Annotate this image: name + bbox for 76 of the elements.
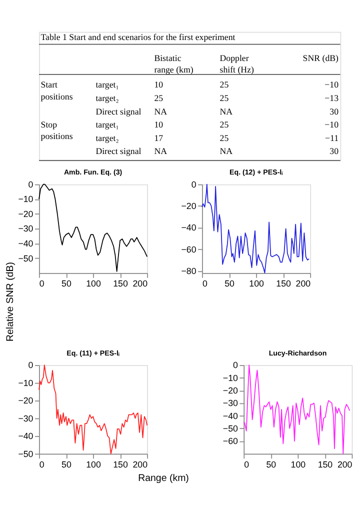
- x-tick-label: 100: [249, 278, 264, 289]
- x-tick-label: 150: [276, 278, 292, 289]
- text: target₁: [96, 80, 119, 90]
- text: target₂: [96, 132, 119, 143]
- text: Direct signal: [96, 106, 142, 116]
- x-tick-label: 0: [39, 459, 44, 470]
- text: 30: [330, 146, 340, 156]
- text: Bistatic range (km): [154, 53, 194, 75]
- y-tick-label: 0: [28, 360, 34, 370]
- text: Start positions: [40, 80, 74, 102]
- y-tick-label: −30: [222, 398, 238, 408]
- x-tick-label: 200: [132, 278, 148, 289]
- text: −10: [324, 120, 340, 130]
- y-tick-label: −50: [222, 424, 238, 434]
- y-tick-label: −20: [18, 208, 34, 219]
- y-tick-label: −10: [18, 378, 34, 388]
- y-tick-label: −10: [18, 194, 34, 204]
- text: 10: [154, 80, 164, 90]
- text: 25: [220, 80, 230, 90]
- y-tick-label: −30: [18, 224, 34, 234]
- y-tick-label: −80: [181, 266, 196, 276]
- text: Doppler shift (Hz): [220, 53, 254, 75]
- text: NA: [154, 146, 168, 156]
- text: NA: [154, 106, 168, 116]
- y-tick-label: −20: [222, 386, 238, 396]
- text: Table 1 Start and end scenarios for the first experiment: [40, 32, 236, 42]
- x-tick-label: 150: [113, 278, 128, 289]
- y-tick-label: −60: [181, 244, 196, 254]
- x-axis-title: Range (km): [138, 472, 189, 484]
- text: 25: [220, 120, 230, 130]
- x-tick-label: 100: [86, 278, 101, 289]
- text: 17: [154, 132, 164, 143]
- y-tick-label: −40: [181, 222, 196, 233]
- y-tick-label: −50: [18, 253, 34, 264]
- text: Stop positions: [40, 120, 74, 142]
- y-tick-label: −40: [222, 410, 238, 421]
- text: Direct signal: [96, 146, 142, 156]
- text: target₁: [96, 120, 119, 130]
- x-tick-label: 50: [62, 459, 72, 470]
- text: 25: [220, 132, 230, 143]
- text: −10: [324, 80, 340, 90]
- y-tick-label: 0: [28, 179, 34, 190]
- y-tick-label: −40: [18, 431, 34, 442]
- x-tick-label: 150: [113, 459, 128, 470]
- x-tick-label: 150: [318, 459, 333, 470]
- x-tick-label: 100: [290, 459, 306, 470]
- text: 25: [220, 93, 230, 104]
- x-tick-label: 50: [62, 278, 72, 289]
- text: 10: [154, 120, 164, 130]
- text: NA: [220, 146, 234, 156]
- x-tick-label: 200: [296, 278, 311, 289]
- x-tick-label: 200: [337, 459, 352, 470]
- x-tick-label: 0: [244, 459, 250, 470]
- y-tick-label: −60: [222, 436, 238, 446]
- y-tick-label: −20: [18, 396, 34, 406]
- y-tick-label: −20: [181, 201, 196, 212]
- x-tick-label: 50: [224, 278, 235, 289]
- y-tick-label: −50: [18, 448, 34, 459]
- y-tick-label: 0: [232, 360, 238, 370]
- y-tick-label: −30: [18, 413, 34, 424]
- text: 30: [330, 106, 340, 116]
- y-tick-label: −40: [18, 238, 34, 249]
- text: −13: [324, 93, 340, 104]
- text: SNR (dB): [302, 53, 339, 64]
- y-axis-title: Relative SNR (dB): [4, 262, 16, 342]
- text: −11: [324, 132, 339, 143]
- x-tick-label: 200: [132, 459, 148, 470]
- x-tick-label: 50: [266, 459, 276, 470]
- x-tick-label: 0: [39, 278, 44, 289]
- x-tick-label: 0: [202, 278, 208, 289]
- y-tick-label: 0: [191, 179, 196, 190]
- x-tick-label: 100: [86, 459, 101, 470]
- text: 25: [154, 93, 164, 104]
- text: target₂: [96, 93, 119, 104]
- y-tick-label: −10: [222, 372, 238, 383]
- text: NA: [220, 106, 234, 116]
